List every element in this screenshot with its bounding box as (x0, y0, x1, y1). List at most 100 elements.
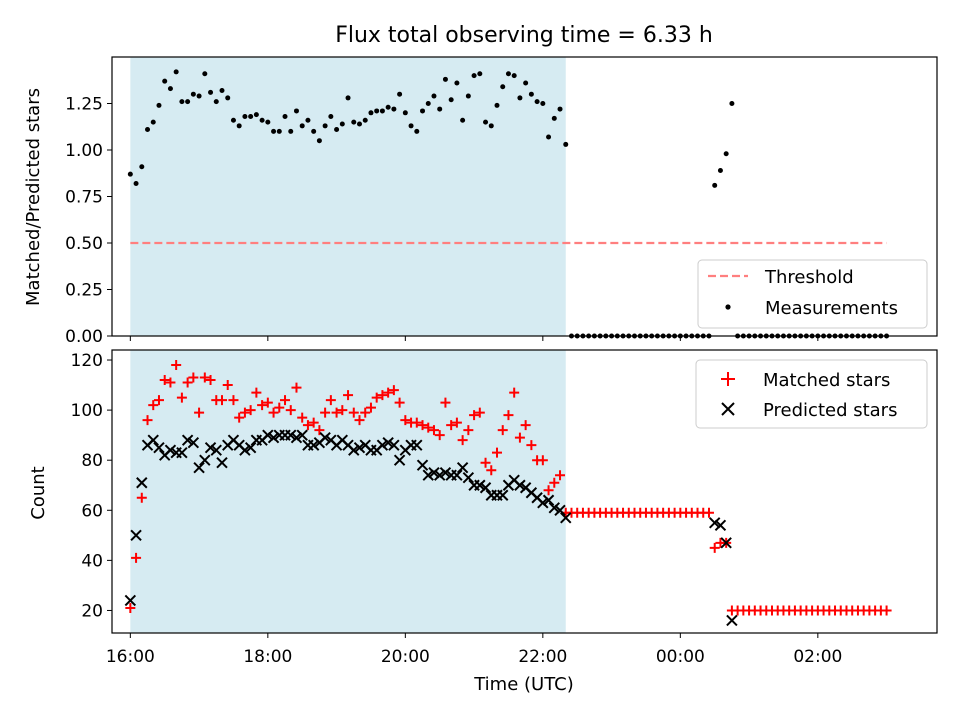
predicted-stars-point (262, 429, 274, 441)
measurement-point (448, 97, 454, 103)
count-x-axis: 16:00 18:00 20:00 22:00 00:00 02:00 (106, 633, 842, 667)
measurement-point (213, 99, 219, 105)
measurement-point (391, 106, 397, 112)
matched-stars-point (446, 420, 457, 431)
ratio-legend-box (697, 259, 928, 329)
measurement-point (460, 117, 466, 123)
predicted-stars-point (548, 502, 560, 514)
matched-stars-point (194, 407, 205, 418)
matched-stars-point (251, 387, 262, 398)
measurement-point (528, 91, 534, 97)
x-tick-label: 20:00 (381, 647, 430, 667)
predicted-stars-point (244, 441, 257, 454)
measurement-point (293, 108, 299, 114)
measurement-point (248, 114, 254, 120)
predicted-stars-point (193, 462, 205, 474)
matched-stars-point (383, 387, 394, 398)
measurement-point (242, 114, 248, 120)
matched-stars-point (314, 425, 325, 436)
measurement-point (717, 167, 723, 173)
measurement-point (551, 115, 557, 121)
measurement-point (712, 182, 718, 188)
measurement-point (230, 117, 236, 123)
x-tick-label: 18:00 (243, 647, 292, 667)
x-tick-label: 02:00 (793, 647, 842, 667)
measurement-point (505, 71, 511, 77)
predicted-stars-point (124, 594, 137, 607)
measurement-point (150, 119, 156, 125)
measurement-point (253, 112, 259, 118)
measurement-point (282, 114, 288, 120)
matched-stars-legend-icon (721, 372, 735, 386)
measurement-point (483, 119, 489, 125)
x-tick-label: 00:00 (656, 647, 705, 667)
measurement-point (127, 171, 133, 177)
matched-stars-point (262, 397, 273, 408)
ratio-y-axis: 0.00 0.25 0.50 0.75 1.00 1.25 (65, 95, 112, 347)
matched-stars-point (302, 420, 313, 431)
measurement-point (397, 91, 403, 97)
matched-stars-point (280, 395, 291, 406)
predicted-stars-point (422, 469, 434, 481)
ratio-x-axis (129, 336, 819, 341)
predicted-stars-point (187, 436, 200, 449)
y-tick-label: 40 (81, 551, 103, 571)
measurement-point (471, 73, 477, 79)
matched-stars-point (457, 435, 468, 446)
predicted-stars-point (428, 467, 440, 479)
predicted-stars-point (319, 431, 331, 444)
matched-stars-point (182, 377, 193, 388)
measurement-point (729, 101, 735, 106)
matched-stars-point (228, 395, 239, 406)
matched-stars-point (343, 390, 354, 401)
measurement-point (488, 123, 494, 129)
predicted-stars-point (542, 494, 555, 506)
matched-stars-point (377, 390, 388, 401)
matched-stars-point (388, 385, 399, 396)
predicted-stars-point (514, 479, 526, 491)
predicted-stars-point (199, 454, 211, 466)
measurement-point (173, 69, 179, 75)
predicted-stars-point (439, 467, 452, 479)
measurement-point (276, 128, 282, 134)
count-y-axis: 20 40 60 80 100 120 (71, 351, 112, 621)
measurement-point (167, 86, 173, 92)
predicted-stars-point (709, 517, 721, 529)
matched-stars-point (331, 407, 342, 418)
measurement-point (357, 121, 362, 127)
predicted-stars-legend-label: Predicted stars (763, 400, 897, 421)
predicted-stars-point (348, 444, 360, 456)
y-tick-label: 60 (81, 501, 103, 521)
measurement-point (723, 151, 729, 157)
matched-stars-series (125, 360, 892, 616)
measurement-point (288, 128, 294, 134)
matched-stars-point (165, 377, 176, 388)
measurement-point (431, 93, 437, 99)
x-tick-label: 22:00 (518, 647, 567, 667)
matched-stars-point (400, 415, 411, 426)
matched-stars-point (428, 425, 439, 436)
matched-stars-point (365, 402, 376, 413)
measurement-point (196, 93, 202, 99)
measurement-point (408, 123, 414, 129)
matched-stars-point (325, 395, 336, 406)
measurement-point (494, 102, 500, 108)
matched-stars-legend-label: Matched stars (763, 370, 890, 391)
matched-stars-point (486, 465, 497, 476)
matched-stars-point (537, 455, 548, 466)
matched-stars-point (297, 412, 308, 423)
count-legend: Matched stars Predicted stars (695, 359, 928, 429)
measurement-point (339, 121, 345, 127)
matched-stars-point (709, 542, 720, 553)
matched-stars-point (171, 360, 182, 371)
measurement-point (465, 93, 471, 99)
matched-stars-point (463, 425, 474, 436)
measurement-point (500, 84, 506, 90)
measurements-legend-icon (725, 304, 731, 310)
predicted-stars-point (416, 459, 429, 471)
y-tick-label: 1.25 (65, 95, 103, 115)
measurement-point (540, 101, 546, 106)
measurement-point (557, 106, 563, 112)
predicted-stars-legend-icon (721, 402, 735, 416)
